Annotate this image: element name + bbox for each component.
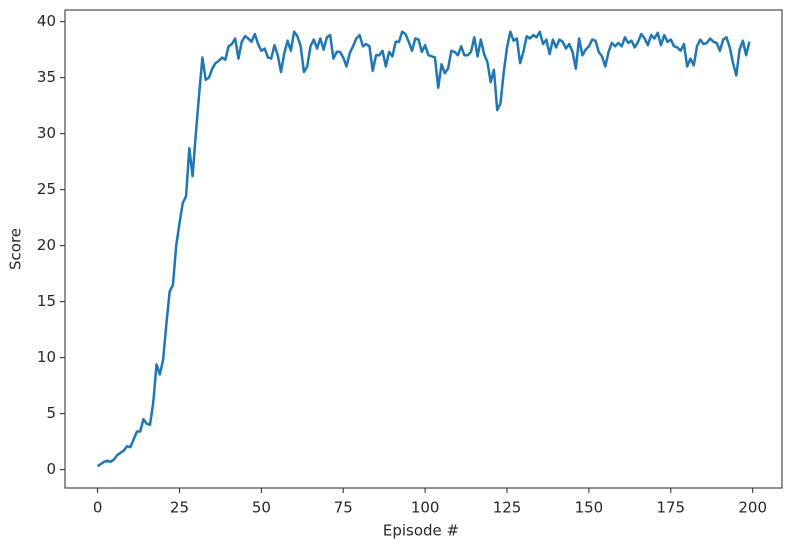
y-tick-label: 20 [37, 236, 56, 254]
x-tick-label: 50 [252, 499, 271, 517]
x-tick-label: 125 [493, 499, 522, 517]
y-axis-label: Score [7, 228, 25, 270]
x-tick-label: 0 [93, 499, 103, 517]
y-tick-label: 5 [46, 404, 56, 422]
y-tick-label: 35 [37, 68, 56, 86]
data-line [96, 30, 751, 468]
x-axis-label: Episode # [383, 522, 459, 540]
y-tick-label: 25 [37, 180, 56, 198]
x-tick-label: 100 [411, 499, 440, 517]
y-tick-label: 0 [46, 460, 56, 478]
y-tick-label: 10 [37, 348, 56, 366]
x-tick-label: 200 [738, 499, 767, 517]
y-tick-label: 40 [37, 12, 56, 30]
y-tick-label: 15 [37, 292, 56, 310]
x-tick-label: 150 [575, 499, 604, 517]
x-tick-label: 75 [334, 499, 353, 517]
plot-frame [64, 9, 783, 489]
x-tick-label: 175 [656, 499, 685, 517]
x-tick-label: 25 [170, 499, 189, 517]
y-tick-label: 30 [37, 124, 56, 142]
